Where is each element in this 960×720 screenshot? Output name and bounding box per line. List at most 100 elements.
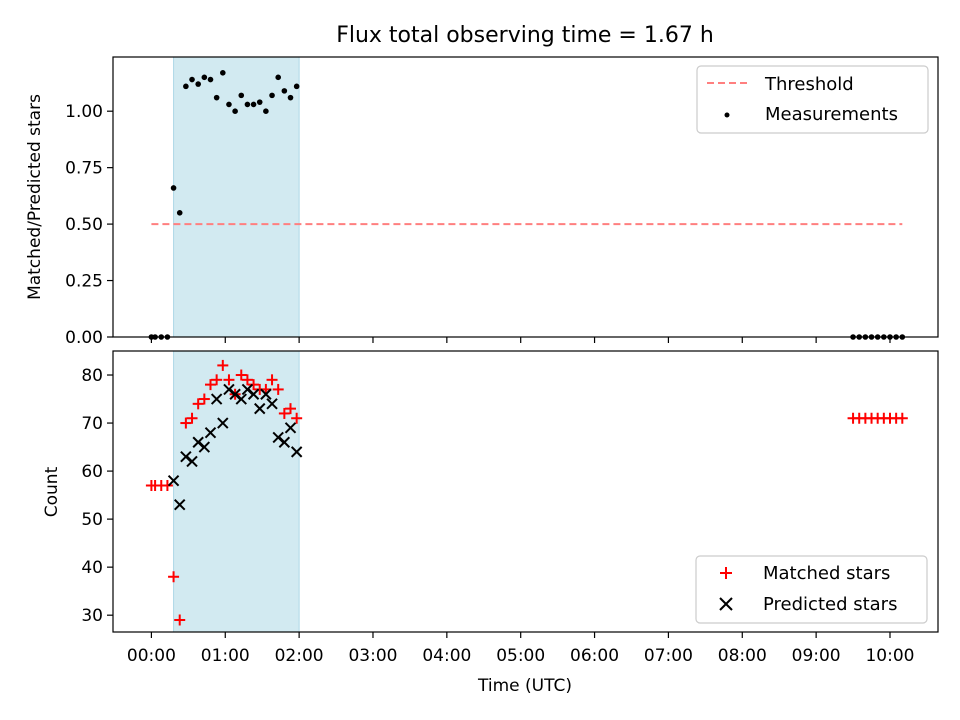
measurement-point [170,185,177,191]
measurement-point [275,74,281,81]
legend-predicted-swatch [719,597,733,611]
legend-measurements-swatch [724,112,730,118]
predicted-star-point [198,441,211,453]
predicted-star-point [235,393,247,405]
predicted-star-point [266,398,278,410]
measurement-point [220,70,226,76]
y-axis-ticks-bottom: 30 40 50 60 70 80 [81,366,113,626]
legend-predicted-label: Predicted stars [763,594,897,615]
measurement-point [176,210,183,216]
y-tick-label: 0.75 [65,159,103,179]
y-tick-label: 70 [81,414,103,434]
predicted-star-point [260,388,272,400]
x-tick-label: 05:00 [496,646,545,666]
y-tick-label: 0.25 [65,272,103,292]
x-tick-label: 01:00 [201,646,250,666]
x-tick-label: 10:00 [865,646,914,666]
chart-title: Flux total observing time = 1.67 h [336,23,714,48]
count-panel: 30 40 50 60 70 80 00:00 01:00 02:00 03:00 04:00 05… [42,350,939,696]
measurement-point [263,108,269,114]
legend-box-top [696,65,929,134]
x-tick-label: 04:00 [422,646,471,666]
matched-star-point [192,398,204,410]
y-tick-label: 1.00 [65,102,103,122]
x-tick-label: 09:00 [792,646,841,666]
observing-span-top [173,56,300,338]
x-tick-label: 06:00 [570,646,619,666]
measurement-point [183,83,189,90]
predicted-star-point [290,446,303,458]
matched-star-point [285,403,297,415]
plot-frame-top [112,56,939,338]
observing-span [173,350,300,633]
predicted-star-point [278,436,291,448]
measurement-point [250,101,257,108]
measurement-point [269,92,275,99]
matched-star-point [266,374,278,386]
predicted-star-point [254,402,266,415]
matched-star-point [211,374,223,386]
measurement-point [232,108,238,114]
matched-stars-points [145,359,908,626]
matched-star-point [180,417,192,429]
matched-star-point [198,393,210,405]
matched-star-point [223,374,235,386]
legend-matched-label: Matched stars [763,563,890,584]
legend-matched-swatch [720,567,732,579]
y-tick-label: 80 [81,366,103,386]
x-axis-label: Time (UTC) [477,676,572,696]
matched-star-point [248,379,260,391]
measurement-point [244,101,251,108]
predicted-stars-points [167,383,303,511]
observing-span [173,56,300,338]
predicted-star-point [167,474,180,487]
y-axis-label-top: Matched/Predicted stars [25,94,45,300]
matched-star-point [174,614,186,626]
matched-star-point [204,379,216,391]
measurement-point [256,99,263,105]
matched-star-point [235,369,247,381]
matched-star-point [896,412,908,424]
measurement-point [189,76,195,83]
x-tick-label: 00:00 [127,646,176,666]
predicted-star-point [174,499,186,511]
measurement-point [207,76,214,83]
plot-frame-bottom [112,350,939,633]
predicted-star-point [247,388,260,400]
measurement-point [287,94,294,101]
y-tick-label: 30 [81,606,103,626]
matched-star-point [272,383,284,395]
predicted-star-point [217,417,229,429]
y-tick-label: 0.00 [65,328,103,348]
x-tick-label: 08:00 [718,646,767,666]
x-axis-ticks-bottom: 00:00 01:00 02:00 03:00 04:00 05:00 06:00 07:00… [127,632,914,666]
y-tick-label: 0.50 [65,215,103,235]
legend-measurements-label: Measurements [765,104,898,125]
matched-star-point [186,412,198,424]
legend-box-bottom [695,555,928,624]
y-tick-label: 60 [81,462,103,482]
measurement-point [226,101,232,108]
matched-star-point [291,412,303,424]
y-axis-ticks-top: 0.00 0.25 0.50 0.75 1.00 [65,102,113,348]
measurement-point [281,88,288,94]
measurement-point [201,74,208,81]
observing-span-bottom [173,350,300,633]
legend-bottom: Matched stars Predicted stars [695,555,928,624]
y-axis-label-bottom: Count [42,466,62,517]
measurement-point [293,83,300,90]
matched-star-point [217,359,229,371]
matched-star-point [161,479,173,491]
y-tick-label: 40 [81,558,103,578]
measurement-point [238,92,245,99]
measurement-point [195,81,201,87]
x-tick-label: 03:00 [348,646,397,666]
predicted-star-point [186,455,198,468]
matched-star-point [168,571,180,583]
x-tick-label: 02:00 [275,646,324,666]
predicted-star-point [284,422,297,434]
x-tick-label: 07:00 [644,646,693,666]
legend-top: Threshold Measurements [696,65,929,134]
matched-star-point [278,407,290,419]
